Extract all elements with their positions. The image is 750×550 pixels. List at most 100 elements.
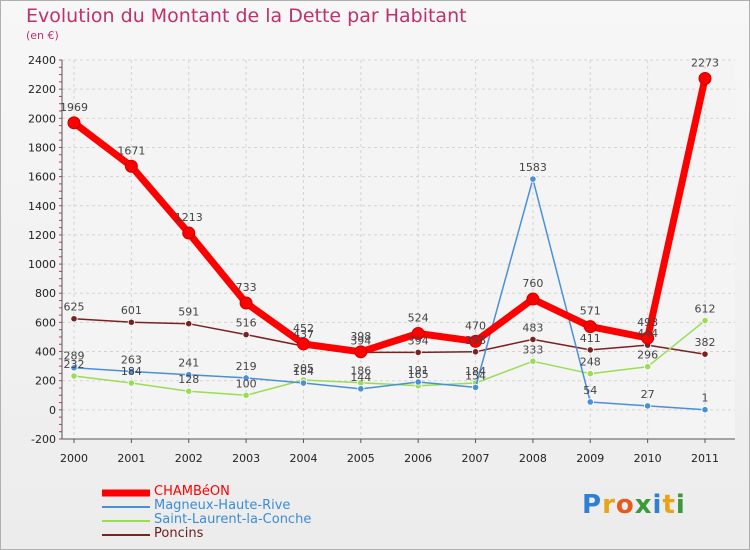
data-point — [586, 398, 594, 406]
data-label: 184 — [293, 365, 314, 378]
y-tick-label: -200 — [31, 433, 56, 446]
data-label: 524 — [408, 311, 429, 324]
data-point — [70, 315, 78, 323]
data-label: 219 — [236, 360, 257, 373]
y-tick-label: 1200 — [28, 229, 56, 242]
data-label: 1583 — [519, 161, 547, 174]
data-point — [127, 318, 135, 326]
axes: -200 0 200 400 600 800 1000 1200 1400 1600 1800 200… — [28, 54, 735, 465]
data-label: 2273 — [691, 57, 719, 70]
plot-area — [62, 60, 735, 439]
logo-letter: i — [675, 490, 686, 520]
x-tick-label: 2001 — [117, 452, 145, 465]
data-point — [529, 335, 537, 344]
data-point — [185, 387, 193, 395]
y-tick-label: 600 — [35, 316, 56, 329]
data-point — [67, 116, 81, 130]
data-label: 184 — [465, 365, 486, 378]
x-tick-label: 2008 — [519, 452, 547, 465]
data-label: 1 — [702, 392, 709, 405]
data-point — [526, 292, 540, 306]
chart-title: Evolution du Montant de la Dette par Hab… — [26, 5, 467, 27]
data-label: 1213 — [175, 211, 203, 224]
data-label: 493 — [637, 316, 658, 329]
logo-letter: t — [662, 490, 676, 520]
data-point — [644, 402, 652, 410]
data-point — [701, 350, 709, 358]
x-tick-label: 2011 — [691, 452, 719, 465]
data-label: 241 — [178, 357, 199, 370]
data-point — [124, 159, 138, 173]
data-point — [299, 379, 308, 387]
x-tick-label: 2010 — [634, 452, 662, 465]
data-label: 591 — [178, 306, 199, 319]
data-label: 296 — [637, 349, 658, 362]
logo-letter: o — [615, 490, 635, 520]
data-point — [242, 391, 250, 399]
data-label: 128 — [178, 373, 199, 386]
x-tick-label: 2007 — [462, 452, 490, 465]
y-tick-label: 1000 — [28, 258, 56, 271]
data-point — [354, 345, 368, 359]
data-label: 186 — [350, 365, 371, 378]
data-point — [471, 348, 480, 356]
legend — [102, 489, 150, 536]
legend-item-label: Saint-Laurent-la-Conche — [154, 512, 312, 527]
data-label: 191 — [408, 364, 429, 377]
data-point — [701, 317, 709, 325]
series-line-2 — [73, 319, 706, 397]
data-label: 263 — [121, 354, 142, 367]
data-point — [239, 296, 253, 310]
data-label: 144 — [350, 371, 371, 384]
data-point — [242, 374, 250, 382]
data-point — [185, 320, 193, 328]
data-point — [242, 331, 250, 339]
y-tick-label: 2200 — [28, 83, 56, 96]
x-tick-label: 2004 — [289, 452, 317, 465]
data-label: 733 — [236, 281, 257, 294]
data-point — [586, 346, 594, 354]
data-label: 394 — [408, 334, 429, 347]
data-point — [127, 367, 135, 376]
series-layer — [67, 72, 712, 414]
data-label: 601 — [121, 304, 142, 317]
data-label: 398 — [465, 334, 486, 347]
data-point — [296, 337, 310, 351]
y-tick-label: 0 — [49, 404, 56, 417]
data-label: 248 — [580, 356, 601, 369]
data-point — [357, 385, 365, 393]
data-label: 382 — [695, 336, 716, 349]
data-label: 516 — [236, 317, 257, 330]
data-point — [583, 320, 597, 334]
data-label: 411 — [580, 332, 601, 345]
logo-letter: P — [582, 490, 603, 520]
data-label: 625 — [64, 301, 85, 314]
legend-item-label: Magneux-Haute-Rive — [154, 498, 291, 513]
data-label: 154 — [465, 369, 486, 382]
data-point — [469, 334, 483, 348]
data-label: 437 — [293, 328, 314, 341]
legend-item-label: CHAMBéON — [154, 484, 230, 499]
series-line-1 — [73, 178, 706, 411]
data-label: 333 — [522, 343, 543, 356]
data-label: 444 — [637, 327, 658, 340]
series-line-3 — [73, 317, 706, 355]
logo-letter: r — [602, 490, 616, 520]
y-tick-label: 2000 — [28, 112, 56, 125]
data-point — [414, 378, 422, 386]
data-label: 54 — [583, 384, 597, 397]
data-point — [644, 363, 652, 371]
series-line-0 — [70, 75, 709, 356]
chart-subtitle: (en €) — [26, 29, 59, 42]
data-point — [701, 406, 709, 414]
data-label: 1671 — [117, 144, 145, 157]
data-label: 398 — [350, 330, 371, 343]
data-label: 483 — [522, 321, 543, 334]
x-tick-label: 2000 — [60, 452, 88, 465]
grid — [62, 59, 735, 440]
data-point — [185, 371, 193, 379]
y-tick-label: 400 — [35, 346, 56, 359]
data-label: 100 — [236, 377, 257, 390]
data-label: 184 — [121, 365, 142, 378]
data-labels: 1969 1671 1213 733 452 398 524 470 760 571 493 2273… — [60, 57, 719, 405]
